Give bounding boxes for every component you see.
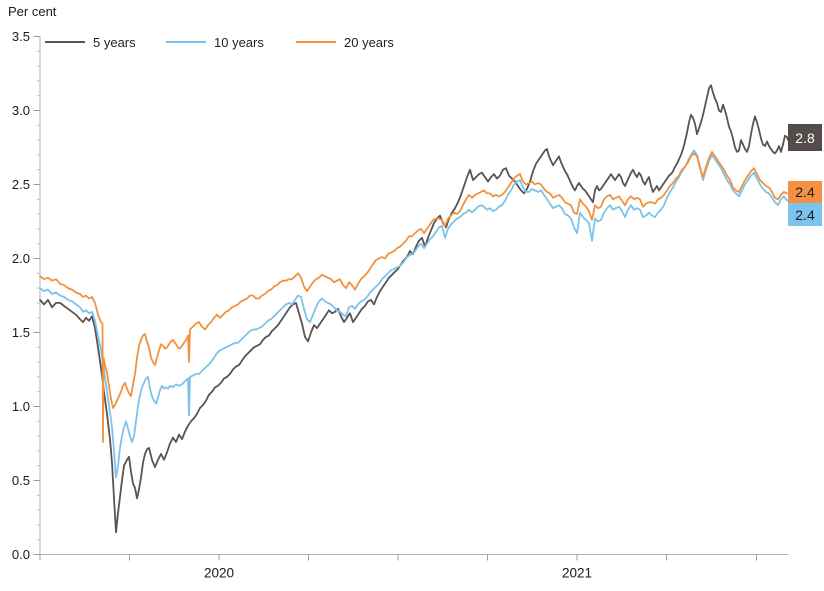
series-line-10-years xyxy=(39,149,789,479)
legend-swatch-20-years-icon xyxy=(296,41,336,43)
y-tick-label: 0.0 xyxy=(12,547,30,562)
y-tick-label: 2.0 xyxy=(12,251,30,266)
legend-label-20-years: 20 years xyxy=(344,34,394,50)
end-value-label: 2.4 xyxy=(788,181,822,203)
series-line-5-years xyxy=(39,84,789,534)
legend-swatch-5-years-icon xyxy=(45,41,85,43)
x-year-label: 2020 xyxy=(204,566,234,581)
y-tick-label: 2.5 xyxy=(12,177,30,192)
end-value-label: 2.4 xyxy=(788,203,822,226)
legend-item-5-years: 5 years xyxy=(45,34,136,50)
y-tick-label: 3.5 xyxy=(12,29,30,44)
y-tick-label: 1.0 xyxy=(12,399,30,414)
y-tick-label: 0.5 xyxy=(12,473,30,488)
axis-unit-label: Per cent xyxy=(8,4,57,19)
series-line-20-years xyxy=(39,150,789,443)
x-year-label: 2021 xyxy=(562,566,592,581)
legend-item-20-years: 20 years xyxy=(296,34,394,50)
end-value-label: 2.8 xyxy=(788,124,822,151)
y-tick-label: 3.0 xyxy=(12,103,30,118)
legend-label-10-years: 10 years xyxy=(214,34,264,50)
legend-swatch-10-years-icon xyxy=(166,41,206,43)
legend-item-10-years: 10 years xyxy=(166,34,264,50)
y-tick-label: 1.5 xyxy=(12,325,30,340)
legend-label-5-years: 5 years xyxy=(93,34,136,50)
